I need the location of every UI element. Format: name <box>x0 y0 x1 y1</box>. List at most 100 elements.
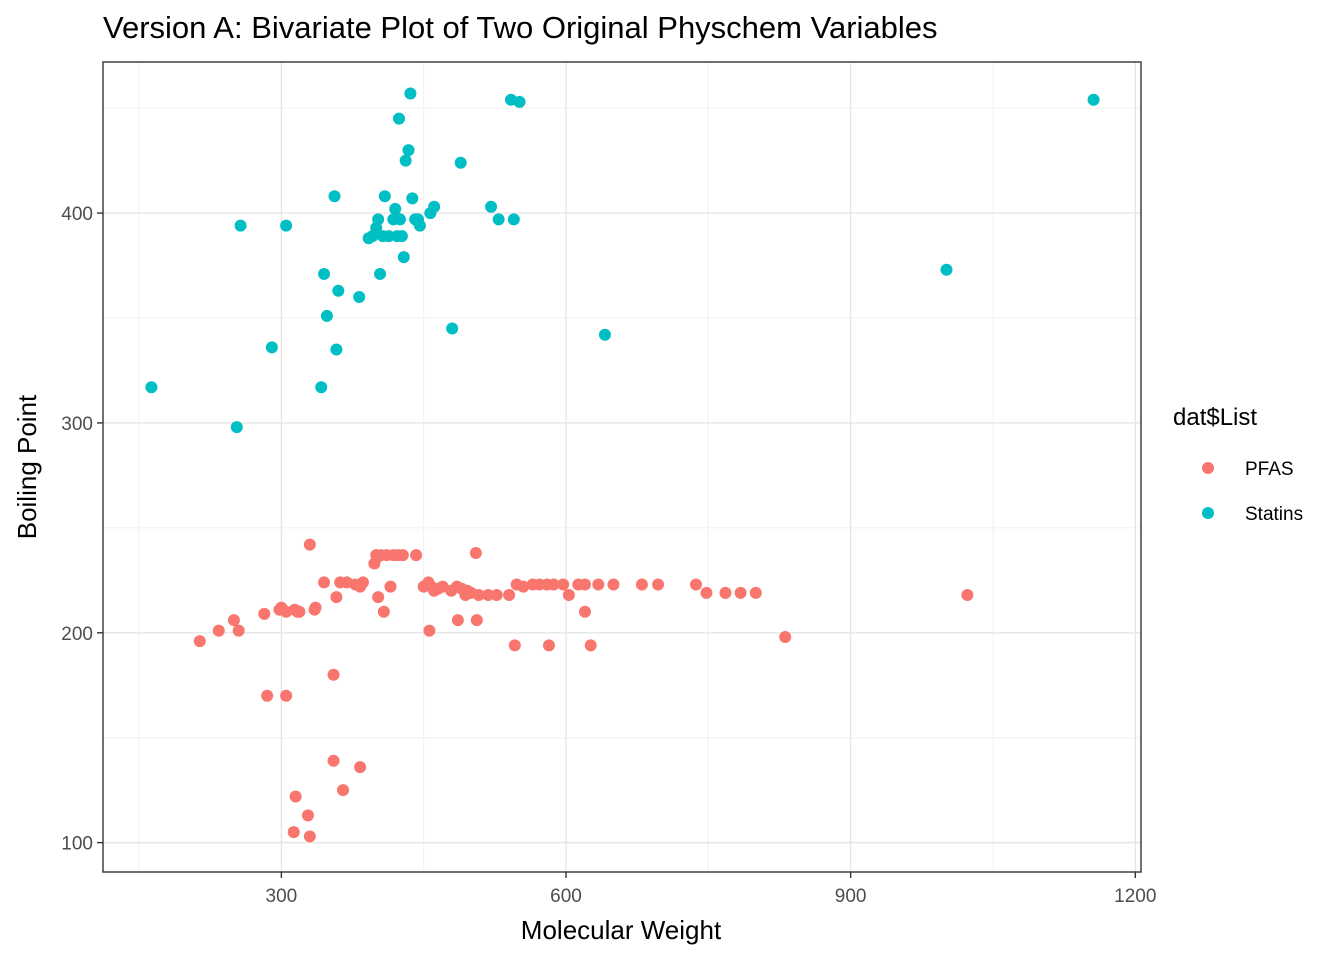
point-statins <box>234 219 247 232</box>
legend-title: dat$List <box>1173 404 1257 431</box>
point-pfas <box>396 549 409 562</box>
point-pfas <box>289 790 302 803</box>
x-tick-label: 900 <box>835 886 867 907</box>
legend-key-statins <box>1202 507 1214 519</box>
point-statins <box>265 341 278 354</box>
point-pfas <box>309 601 322 614</box>
point-statins <box>372 213 385 226</box>
point-statins <box>315 381 328 394</box>
point-pfas <box>356 576 369 589</box>
point-pfas <box>635 578 648 591</box>
point-pfas <box>482 589 495 602</box>
point-statins <box>485 200 498 213</box>
point-statins <box>332 284 345 297</box>
point-pfas <box>469 547 482 560</box>
point-pfas <box>508 639 521 652</box>
point-pfas <box>779 630 792 643</box>
point-pfas <box>517 580 530 593</box>
point-pfas <box>354 761 367 774</box>
point-statins <box>454 156 467 169</box>
x-tick-label: 1200 <box>1114 886 1156 907</box>
point-pfas <box>232 624 245 637</box>
point-pfas <box>451 614 464 627</box>
point-pfas <box>584 639 597 652</box>
major-gridlines <box>103 62 1141 872</box>
point-statins <box>1087 93 1100 106</box>
x-tick-label: 300 <box>266 886 298 907</box>
point-pfas <box>472 589 485 602</box>
point-pfas <box>377 605 390 618</box>
point-statins <box>446 322 459 335</box>
point-pfas <box>423 624 436 637</box>
point-statins <box>378 190 391 203</box>
point-pfas <box>734 586 747 599</box>
point-pfas <box>193 635 206 648</box>
point-pfas <box>562 589 575 602</box>
legend-label-pfas: PFAS <box>1245 459 1294 480</box>
point-statins <box>280 219 293 232</box>
point-statins <box>397 251 410 264</box>
point-pfas <box>607 578 620 591</box>
point-statins <box>507 213 520 226</box>
x-axis-ticks: 300 600 900 1200 <box>266 872 1156 907</box>
point-pfas <box>490 589 503 602</box>
point-statins <box>395 230 408 243</box>
point-pfas <box>700 586 713 599</box>
point-pfas <box>547 578 560 591</box>
point-pfas <box>330 591 343 604</box>
y-axis-ticks: 100 200 300 400 <box>61 204 103 855</box>
point-pfas <box>384 580 397 593</box>
point-pfas <box>592 578 605 591</box>
minor-gridlines <box>103 62 1141 872</box>
point-pfas <box>961 589 974 602</box>
y-axis-title: Boiling Point <box>12 394 42 539</box>
plot-panel-border <box>102 61 1142 873</box>
x-tick-label: 600 <box>550 886 582 907</box>
point-pfas <box>372 591 385 604</box>
point-pfas <box>542 639 555 652</box>
point-statins <box>393 213 406 226</box>
y-tick-label: 400 <box>61 204 93 225</box>
point-pfas <box>303 538 316 551</box>
point-statins <box>399 154 412 167</box>
point-statins <box>393 112 406 125</box>
point-pfas <box>410 549 423 562</box>
point-pfas <box>749 586 762 599</box>
point-pfas <box>557 578 570 591</box>
legend-label-statins: Statins <box>1245 504 1303 525</box>
point-statins <box>374 267 387 280</box>
data-points <box>145 87 1100 843</box>
point-pfas <box>503 589 516 602</box>
point-pfas <box>293 605 306 618</box>
point-pfas <box>337 784 350 797</box>
point-statins <box>353 291 366 304</box>
point-statins <box>145 381 158 394</box>
point-pfas <box>652 578 665 591</box>
point-statins <box>413 219 426 232</box>
point-statins <box>330 343 343 356</box>
point-statins <box>940 263 953 276</box>
y-tick-label: 100 <box>61 834 93 855</box>
x-axis-title: Molecular Weight <box>521 915 722 945</box>
point-statins <box>230 421 243 434</box>
point-statins <box>318 267 331 280</box>
point-pfas <box>280 689 293 702</box>
point-pfas <box>227 614 240 627</box>
point-statins <box>406 192 419 205</box>
point-pfas <box>318 576 331 589</box>
chart-title: Version A: Bivariate Plot of Two Origina… <box>103 10 938 45</box>
point-statins <box>389 202 402 215</box>
point-statins <box>320 309 333 322</box>
point-pfas <box>301 809 314 822</box>
point-statins <box>513 95 526 108</box>
point-statins <box>428 200 441 213</box>
y-tick-label: 300 <box>61 414 93 435</box>
point-statins <box>598 328 611 341</box>
legend: dat$List PFAS Statins <box>1173 404 1303 525</box>
point-statins <box>404 87 417 100</box>
legend-key-pfas <box>1202 462 1214 474</box>
point-pfas <box>303 830 316 843</box>
y-tick-label: 200 <box>61 624 93 645</box>
point-pfas <box>578 578 591 591</box>
